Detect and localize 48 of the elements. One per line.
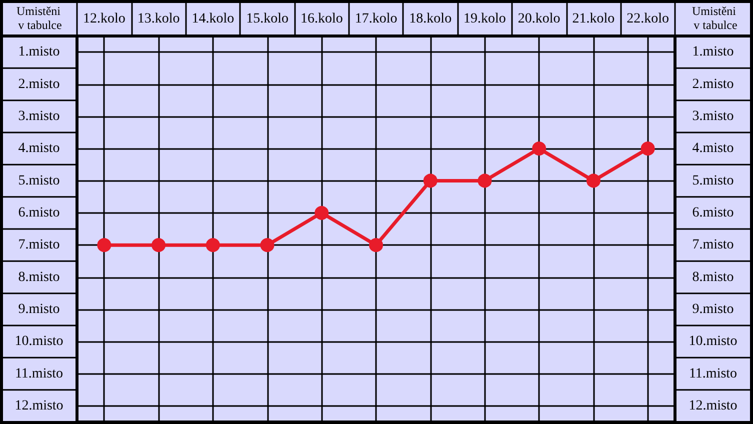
x-tick-label: 14.kolo — [192, 12, 234, 26]
y2-tick-label: 12.misto — [688, 398, 738, 414]
x-tick-label: 15.kolo — [246, 12, 288, 26]
y-tick-label: 11.misto — [14, 366, 64, 382]
y2-tick-label: 3.misto — [692, 108, 734, 124]
y2-tick-label: 10.misto — [688, 334, 738, 350]
point — [586, 174, 600, 188]
y2-tick-label: 9.misto — [692, 302, 734, 317]
point — [532, 142, 546, 156]
y2-tick-label: 6.misto — [692, 205, 734, 220]
y2-axis-title: Umistěni v tabulce — [690, 4, 738, 32]
y2-tick-label: 5.misto — [692, 173, 734, 188]
y-tick-label: 9.misto — [18, 302, 60, 317]
point — [640, 142, 655, 156]
x-tick-label: 16.kolo — [300, 12, 343, 26]
y-tick-label: 6.misto — [18, 205, 60, 220]
y2-tick-label: 8.misto — [692, 270, 734, 285]
point — [314, 206, 329, 220]
y-tick-label: 5.misto — [18, 173, 60, 188]
x-tick-label: 13.kolo — [137, 12, 180, 26]
x-tick-label: 20.kolo — [518, 12, 560, 26]
y2-tick-label: 1.misto — [692, 44, 734, 60]
x-tick-label: 21.kolo — [572, 12, 615, 26]
point — [206, 238, 220, 252]
point — [152, 238, 166, 252]
y2-tick-label: 2.misto — [692, 76, 734, 92]
y-tick-label: 12.misto — [14, 398, 64, 414]
y2-tick-label: 11.misto — [688, 366, 738, 382]
x-tick-label: 18.kolo — [409, 12, 452, 26]
y-tick-label: 10.misto — [14, 334, 64, 350]
x-tick-label: 22.kolo — [626, 12, 670, 26]
y2-tick-label: 4.misto — [692, 141, 734, 156]
y-tick-label: 7.misto — [18, 238, 60, 253]
point — [369, 238, 383, 252]
y-tick-label: 4.misto — [18, 141, 60, 156]
y-tick-label: 3.misto — [18, 108, 60, 124]
x-tick-label: 19.kolo — [464, 12, 506, 26]
x-tick-label: 12.kolo — [82, 12, 126, 26]
x-tick-label: 17.kolo — [354, 12, 398, 26]
y-axis-title: Umistěni v tabulce — [15, 4, 62, 32]
y-tick-label: 2.misto — [18, 76, 60, 92]
y-tick-label: 8.misto — [18, 270, 60, 285]
y2-tick-label: 7.misto — [692, 238, 734, 253]
point — [478, 174, 492, 188]
y-tick-label: 1.misto — [18, 44, 60, 60]
point — [260, 238, 274, 252]
point — [423, 174, 438, 188]
point — [97, 238, 112, 252]
